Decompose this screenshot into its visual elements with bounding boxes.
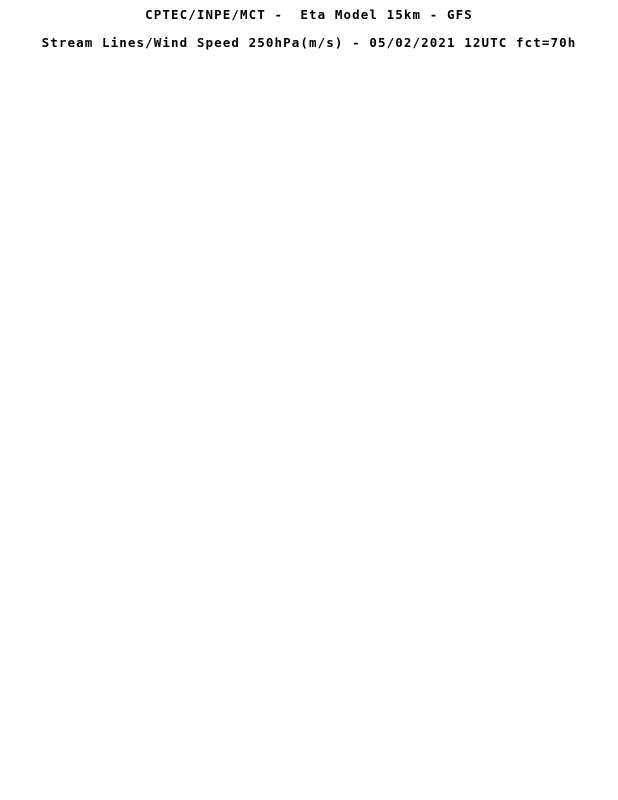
page-subtitle: Stream Lines/Wind Speed 250hPa(m/s) - 05… xyxy=(41,35,577,50)
streamlines-canvas xyxy=(33,68,333,218)
page-title: CPTEC/INPE/MCT - Eta Model 15km - GFS xyxy=(145,7,473,22)
